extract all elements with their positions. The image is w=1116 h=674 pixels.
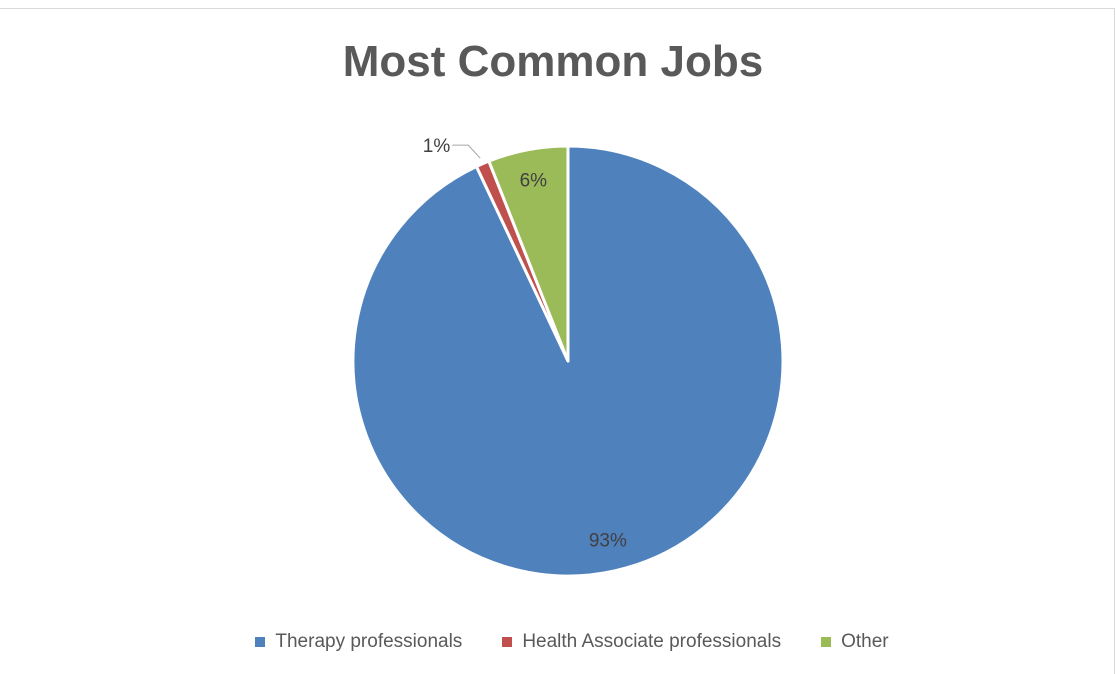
legend-item-other: Other <box>821 631 889 653</box>
chart-title: Most Common Jobs <box>342 37 764 86</box>
legend-swatch <box>502 637 513 647</box>
legend-label: Therapy professionals <box>275 631 463 652</box>
chart-legend: Therapy professionals Health Associate pr… <box>0 631 1116 653</box>
data-label-therapy-professionals: 93% <box>589 530 627 551</box>
pie-slice-other <box>487 144 570 363</box>
data-label-health-associate-professionals: 1% <box>423 136 451 157</box>
leader-line <box>452 144 481 159</box>
legend-item-therapy-professionals: Therapy professionals <box>255 631 462 653</box>
legend-item-health-associate-professionals: Health Associate professionals <box>502 631 781 653</box>
legend-label: Health Associate professionals <box>522 631 782 652</box>
data-label-other: 6% <box>520 170 548 191</box>
legend-label: Other <box>841 631 889 652</box>
legend-swatch <box>255 637 266 647</box>
legend-swatch <box>821 637 832 647</box>
